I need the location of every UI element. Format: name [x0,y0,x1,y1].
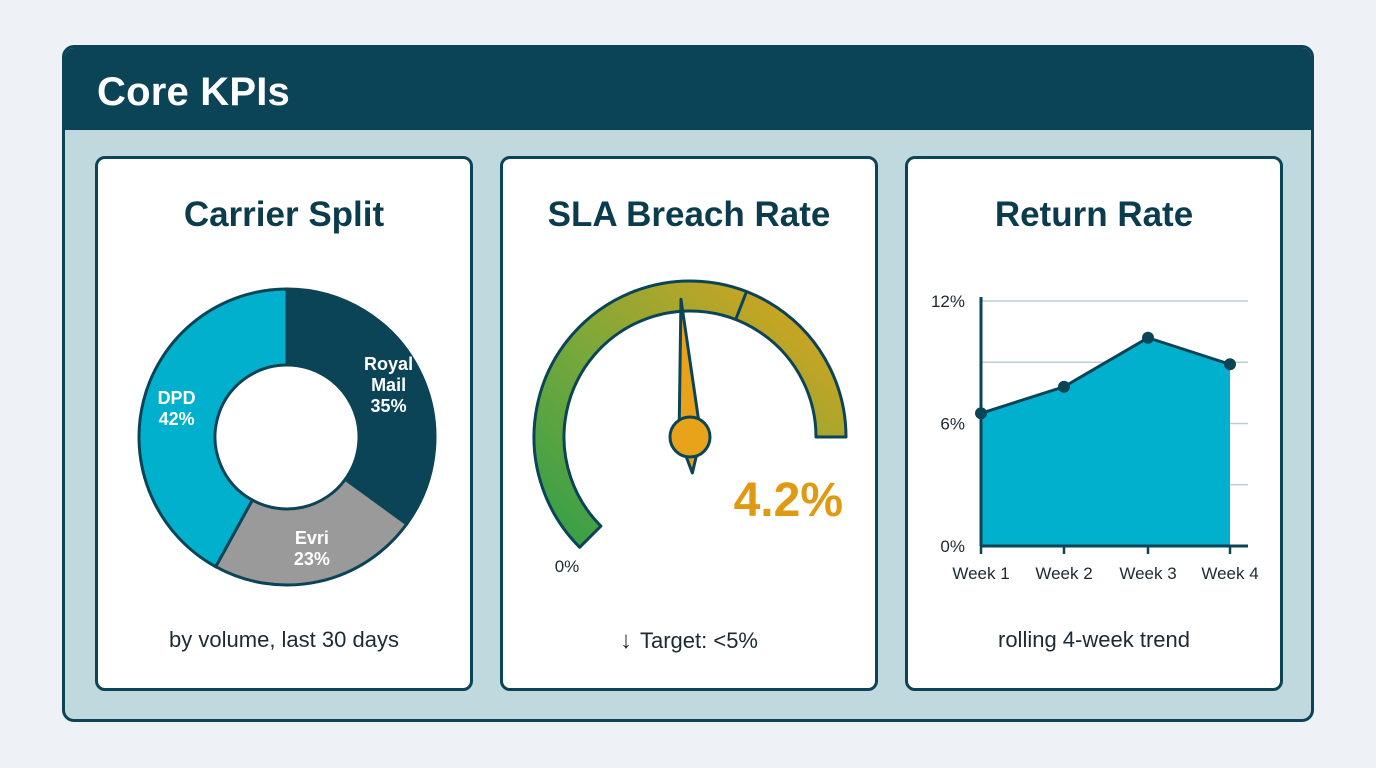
donut-slice-value-label: 35% [371,396,407,416]
carrier-split-title: Carrier Split [183,195,385,234]
x-tick-label: Week 2 [1035,564,1092,583]
return-rate-title: Return Rate [994,195,1194,234]
gauge-arc [532,279,848,549]
carrier-split-card: Carrier Split Royal Mail 35% Evri 23% DPD 42% … [95,156,473,691]
donut-slice-label: Evri [295,528,329,548]
y-tick-label: 0% [940,537,965,556]
donut-slice [213,477,409,587]
carrier-split-caption: by volume, last 30 days [169,627,399,652]
sla-breach-caption: ↓ Target: <5% [503,627,875,655]
data-point [1058,380,1070,393]
gauge-hub [668,415,712,459]
donut-slice-value-label: 42% [159,409,195,429]
return-rate-card: Return Rate 0% 6% 12% Week 1 Week 2 Week 3 Wee… [905,156,1283,691]
arrow-down-icon: ↓ [619,627,632,654]
return-rate-area [981,337,1230,546]
data-point [975,407,987,420]
x-tick-label: Week 4 [1201,564,1258,583]
kpi-dashboard: Core KPIs Carrier Split Royal Mail 35% Evri… [62,45,1314,722]
y-tick-label: 6% [940,415,965,434]
data-point [1142,331,1154,344]
return-rate-line [980,336,1231,415]
gauge-min-label: 0% [555,557,580,576]
data-point [1224,358,1236,371]
donut-slice [285,287,437,527]
sla-target-label: Target: <5% [639,628,758,653]
sla-breach-title: SLA Breach Rate [547,195,831,234]
return-rate-caption: rolling 4-week trend [998,627,1190,652]
x-tick-label: Week 3 [1119,564,1176,583]
donut-slice-value-label: 23% [294,549,330,569]
dashboard-title: Core KPIs [97,70,290,114]
gauge-value-label: 4.2% [734,474,843,527]
x-tick-label: Week 1 [952,564,1009,583]
donut-slice-label: DPD [158,388,196,408]
donut-slice-label: Mail [371,375,406,395]
return-rate-area-chart: 0% 6% 12% Week 1 Week 2 Week 3 Week 4 [931,292,1259,583]
donut-slice-label: Royal [364,354,413,374]
sla-breach-gauge: 4.2% 0% [532,279,848,576]
donut-slice [137,287,289,569]
sla-breach-card: SLA Breach Rate 4.2% 0% ↓ Target: <5% [500,156,878,691]
gauge-target-marker [734,291,748,321]
y-tick-label: 12% [931,292,965,311]
dashboard-header: Core KPIs [65,48,1311,130]
